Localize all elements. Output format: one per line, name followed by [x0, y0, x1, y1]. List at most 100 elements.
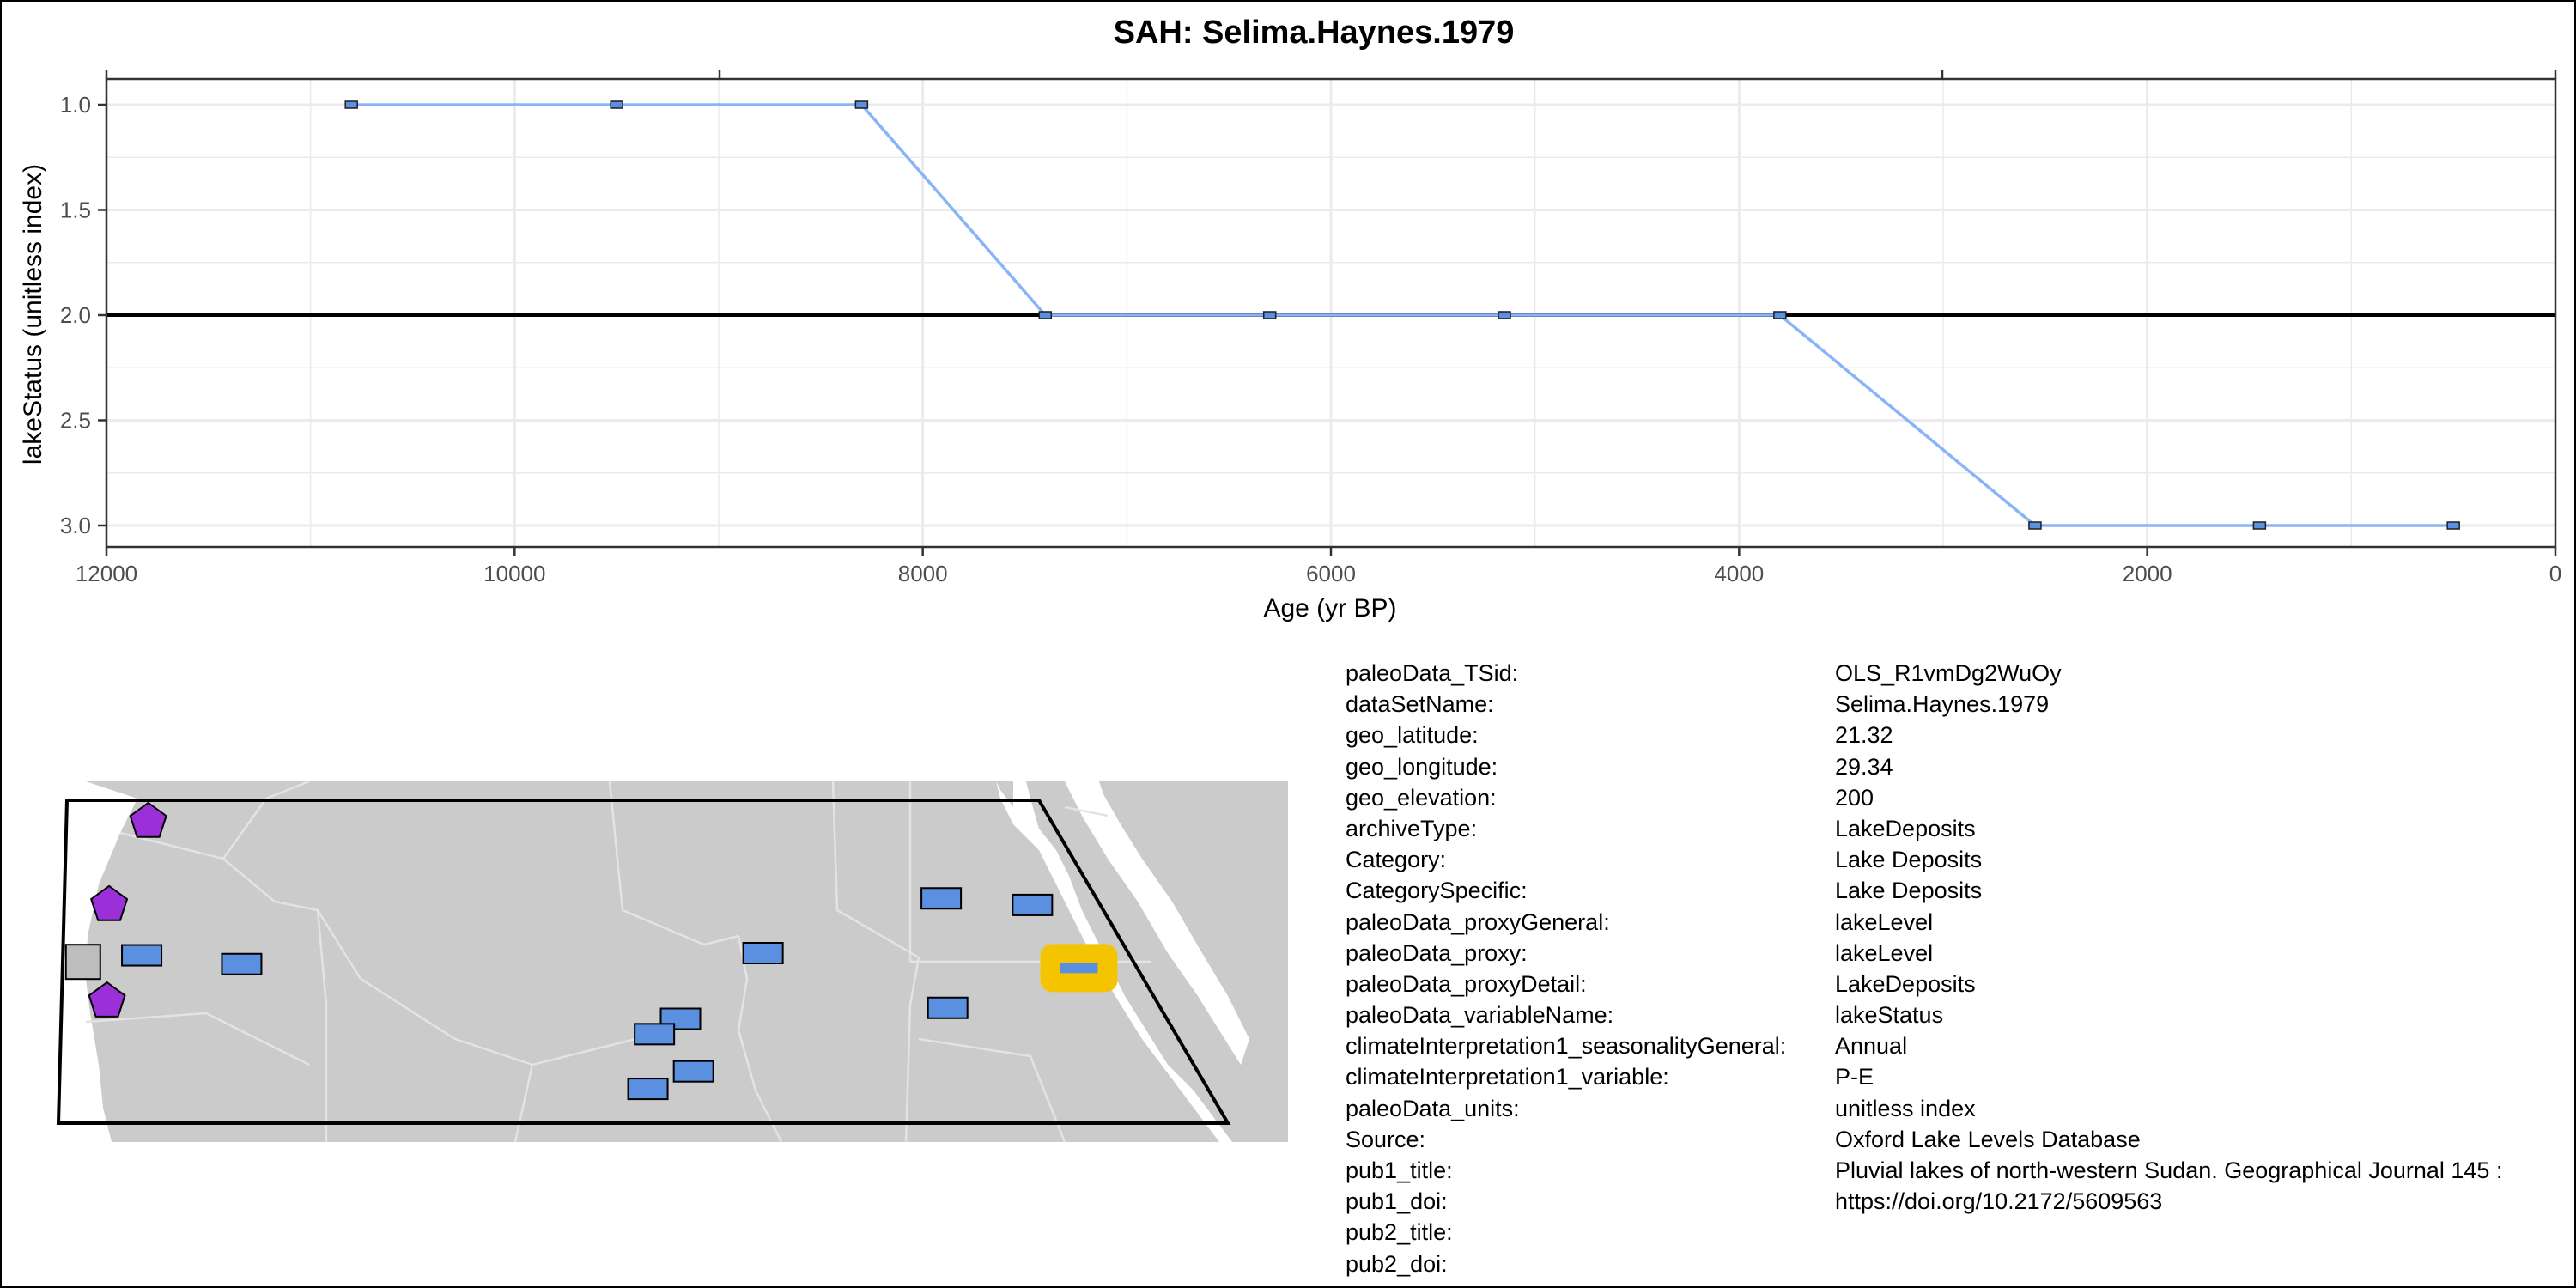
metadata-key: pub1_doi:: [1346, 1188, 1448, 1215]
border-line: [608, 781, 739, 946]
metadata-row: paleoData_proxy: lakeLevel: [1346, 938, 2565, 969]
site-markers: [64, 801, 1118, 1101]
metadata-value: LakeDeposits: [1835, 815, 1976, 841]
metadata-row: CategorySpecific: Lake Deposits: [1346, 875, 2565, 906]
metadata-row: dataSetName: Selima.Haynes.1979: [1346, 689, 2565, 720]
metadata-value: 21.32: [1835, 722, 1893, 749]
metadata-value: 200: [1835, 784, 1874, 811]
metadata-key: Category:: [1346, 847, 1447, 873]
metadata-row: climateInterpretation1_variable: P-E: [1346, 1061, 2565, 1092]
metadata-row: pub1_title: Pluvial lakes of north-wester…: [1346, 1155, 2565, 1186]
metadata-value: Pluvial lakes of north-western Sudan. Ge…: [1835, 1157, 2503, 1183]
metadata-key: climateInterpretation1_variable:: [1346, 1064, 1669, 1091]
x-tick-label: 6000: [1306, 561, 1356, 586]
metadata-key: dataSetName:: [1346, 691, 1494, 718]
border-line: [918, 1037, 1066, 1143]
border-line: [831, 781, 920, 1143]
series-layer: [344, 100, 2460, 530]
site-marker-square: [64, 944, 101, 981]
data-point: [854, 100, 869, 109]
site-marker-rect: [1012, 893, 1054, 916]
metadata-row: archiveType: LakeDeposits: [1346, 813, 2565, 844]
metadata-key: paleoData_proxyDetail:: [1346, 970, 1587, 997]
data-point: [1038, 311, 1053, 319]
metadata-key: paleoData_proxyGeneral:: [1346, 908, 1610, 935]
metadata-row: paleoData_variableName: lakeStatus: [1346, 999, 2565, 1030]
metadata-row: Category: Lake Deposits: [1346, 844, 2565, 875]
metadata-value: Annual: [1835, 1033, 1908, 1060]
metadata-row: paleoData_TSid: OLS_R1vmDg2WuOy: [1346, 658, 2565, 689]
land-arabia: [1168, 781, 1288, 1005]
metadata-value: Lake Deposits: [1835, 878, 1983, 904]
metadata-value: lakeStatus: [1835, 1002, 1944, 1029]
border-line: [85, 1012, 310, 1066]
metadata-value: unitless index: [1835, 1095, 1976, 1121]
metadata-key: paleoData_proxy:: [1346, 939, 1528, 966]
metadata-value: lakeLevel: [1835, 939, 1934, 966]
site-marker-rect: [742, 942, 784, 964]
study-region-outline: [56, 799, 1231, 1125]
metadata-row: pub1_doi: https://doi.org/10.2172/5609563: [1346, 1186, 2565, 1217]
y-tick-label: 1.0: [60, 92, 91, 118]
metadata-key: pub2_title:: [1346, 1219, 1453, 1246]
border-line: [360, 977, 636, 1066]
y-tick-label: 1.5: [60, 197, 91, 223]
site-marker-rect: [121, 944, 163, 967]
data-point: [610, 100, 623, 109]
data-point: [2252, 521, 2267, 530]
border-line: [1064, 805, 1109, 817]
metadata-key: CategorySpecific:: [1346, 878, 1528, 904]
sea-red: [1065, 781, 1249, 1065]
series-line: [351, 103, 2454, 527]
metadata-key: climateInterpretation1_seasonalityGenera…: [1346, 1033, 1787, 1060]
site-marker-rect: [672, 1060, 714, 1083]
site-marker-pentagon: [129, 801, 167, 838]
metadata-row: pub2_title:: [1346, 1217, 2565, 1248]
metadata-row: paleoData_units: unitless index: [1346, 1093, 2565, 1124]
x-axis-label: Age (yr BP): [1263, 594, 1396, 623]
metadata-key: archiveType:: [1346, 815, 1478, 841]
site-marker-rect: [920, 887, 963, 910]
metadata-key: paleoData_variableName:: [1346, 1002, 1614, 1029]
data-point: [1498, 311, 1511, 319]
metadata-row: pub2_doi:: [1346, 1249, 2565, 1279]
x-tick-label: 4000: [1714, 561, 1764, 586]
site-marker-rect: [221, 952, 263, 975]
x-tick-label: 12000: [76, 561, 137, 586]
metadata-row: geo_latitude: 21.32: [1346, 720, 2565, 750]
metadata-table: paleoData_TSid: OLS_R1vmDg2WuOy dataSetNam…: [1346, 658, 2565, 1279]
metadata-value: OLS_R1vmDg2WuOy: [1835, 660, 2062, 686]
y-tick-label: 3.0: [60, 513, 91, 538]
metadata-value: Lake Deposits: [1835, 847, 1983, 873]
selected-site-marker: [1060, 963, 1098, 974]
site-marker-pentagon: [88, 981, 126, 1018]
metadata-value: 29.34: [1835, 753, 1893, 780]
metadata-key: pub2_doi:: [1346, 1250, 1448, 1277]
metadata-row: geo_longitude: 29.34: [1346, 751, 2565, 782]
land-africa: [86, 781, 1288, 1142]
metadata-key: paleoData_units:: [1346, 1095, 1520, 1121]
site-map: [52, 780, 1292, 1151]
axes: 12000 10000 8000 6000 4000 2000 0 1.0 1.5 2.0 2.5 3…: [60, 70, 2561, 586]
data-point: [1262, 311, 1277, 319]
site-marker-rect: [634, 1023, 676, 1046]
metadata-key: geo_latitude:: [1346, 722, 1479, 749]
metadata-value: P-E: [1835, 1064, 1874, 1091]
y-tick-label: 2.5: [60, 408, 91, 434]
metadata-value: Oxford Lake Levels Database: [1835, 1126, 2141, 1152]
y-axis-label: lakeStatus (unitless index): [19, 164, 47, 465]
data-point: [2446, 521, 2460, 530]
x-tick-label: 0: [2549, 561, 2561, 586]
metadata-row: paleoData_proxyDetail: LakeDeposits: [1346, 969, 2565, 999]
metadata-key: geo_longitude:: [1346, 753, 1498, 780]
border-line: [513, 1064, 534, 1143]
data-point: [344, 100, 358, 109]
site-marker-rect: [927, 996, 969, 1019]
x-tick-label: 10000: [483, 561, 545, 586]
y-tick-label: 2.0: [60, 302, 91, 328]
land-west: [86, 781, 1219, 1142]
metadata-row: geo_elevation: 200: [1346, 782, 2565, 813]
metadata-key: geo_elevation:: [1346, 784, 1497, 811]
data-point: [2028, 521, 2042, 530]
metadata-row: Source: Oxford Lake Levels Database: [1346, 1124, 2565, 1155]
